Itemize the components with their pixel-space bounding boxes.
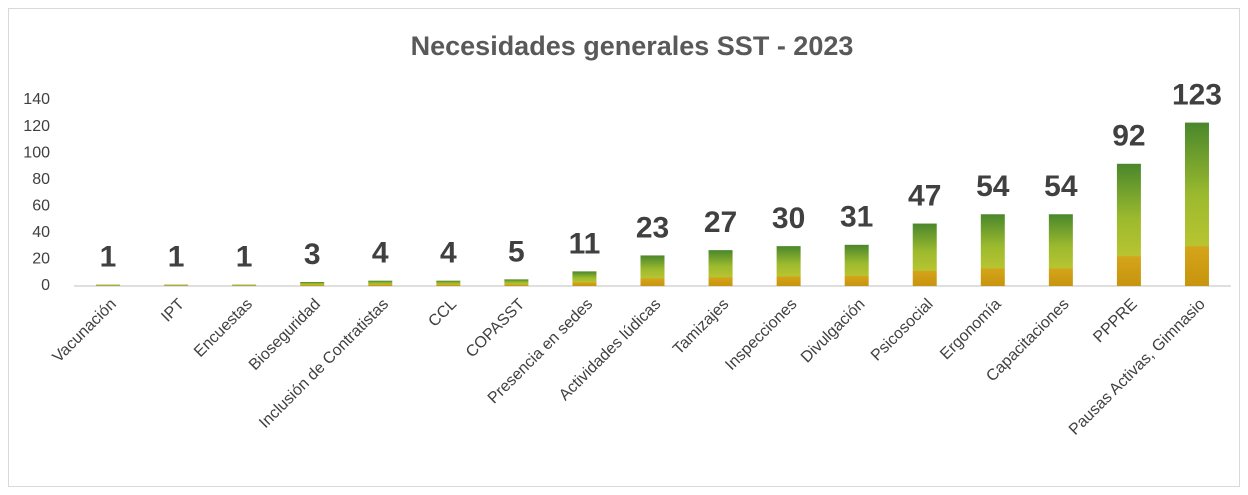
y-tick-label: 140: [23, 91, 50, 108]
y-tick-label: 80: [32, 171, 50, 188]
data-label: 1: [100, 241, 117, 274]
bar: [436, 280, 461, 286]
x-tick-label: PPPRE: [1090, 296, 1140, 346]
bar: [96, 284, 121, 286]
x-tick-label: CCL: [425, 296, 460, 331]
data-label: 4: [440, 237, 457, 270]
bar: [980, 214, 1005, 286]
data-label: 31: [840, 201, 873, 234]
x-tick-label: Pausas Activas, Gimnasio: [1066, 296, 1209, 439]
x-tick-label: Vacunación: [50, 296, 120, 366]
data-label: 4: [372, 237, 389, 270]
data-label: 47: [908, 179, 941, 212]
x-tick-label: Tamizajes: [670, 296, 732, 358]
chart-title: Necesidades generales SST - 2023: [411, 31, 854, 61]
y-tick-label: 0: [41, 277, 50, 294]
data-label: 123: [1172, 79, 1222, 112]
x-tick-label: Psicosocial: [868, 296, 937, 365]
data-label: 3: [304, 238, 321, 271]
y-tick-label: 60: [32, 198, 50, 215]
y-tick-label: 40: [32, 224, 50, 241]
bar: [1048, 214, 1073, 286]
bar: [232, 284, 257, 286]
bar: [368, 280, 393, 286]
data-label: 23: [636, 211, 669, 244]
x-tick-label: COPASST: [463, 296, 528, 361]
data-label: 1: [168, 241, 185, 274]
data-label: 11: [569, 227, 601, 260]
bar: [1184, 122, 1209, 286]
bar: [504, 279, 529, 286]
x-tick-label: Inspecciones: [722, 296, 800, 374]
x-tick-label: Inclusión de Contratistas: [256, 296, 392, 432]
x-tick-label: Encuestas: [191, 296, 256, 361]
bar: [300, 282, 325, 286]
bar: [708, 250, 733, 286]
bar: [164, 284, 189, 286]
bar: [912, 223, 937, 286]
data-label: 54: [1044, 170, 1078, 203]
bar: [572, 271, 597, 286]
bar: [776, 246, 801, 286]
data-label: 5: [508, 235, 525, 268]
data-label: 92: [1112, 120, 1145, 153]
data-label: 54: [976, 170, 1010, 203]
chart-border: [8, 8, 1240, 487]
bar: [844, 244, 869, 286]
bar: [640, 255, 665, 286]
data-label: 27: [704, 206, 737, 239]
x-tick-label: Ergonomía: [937, 296, 1004, 363]
bar: [1116, 163, 1141, 286]
x-tick-label: IPT: [158, 296, 188, 326]
x-tick-label: Divulgación: [798, 296, 869, 367]
y-tick-label: 20: [32, 251, 50, 268]
y-tick-label: 100: [23, 144, 50, 161]
data-label: 30: [772, 202, 805, 235]
data-label: 1: [236, 241, 253, 274]
y-tick-label: 120: [23, 118, 50, 135]
